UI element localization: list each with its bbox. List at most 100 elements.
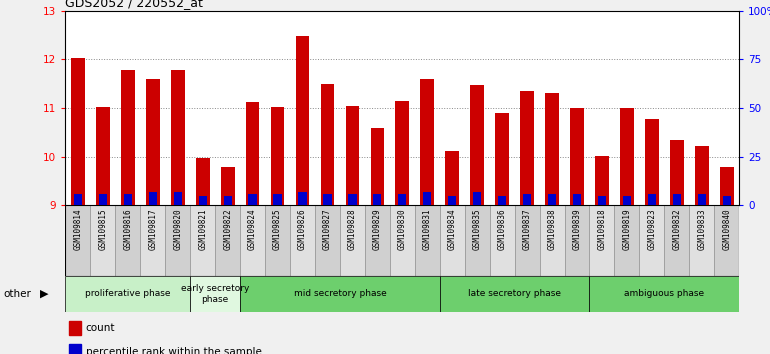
Bar: [271, 107, 284, 205]
Bar: [290, 205, 315, 276]
Bar: [190, 205, 215, 276]
Text: GSM109829: GSM109829: [373, 209, 382, 251]
Bar: [149, 192, 157, 205]
Bar: [370, 128, 384, 205]
Text: GSM109828: GSM109828: [348, 209, 357, 251]
Text: GSM109825: GSM109825: [273, 209, 282, 251]
Bar: [221, 167, 235, 205]
Text: other: other: [4, 289, 32, 299]
Text: GSM109827: GSM109827: [323, 209, 332, 251]
Text: GSM109834: GSM109834: [447, 209, 457, 251]
Bar: [90, 205, 116, 276]
Bar: [573, 194, 581, 205]
Bar: [689, 205, 715, 276]
Bar: [296, 36, 310, 205]
Text: GSM109833: GSM109833: [698, 209, 706, 251]
Text: count: count: [85, 323, 116, 333]
Bar: [440, 205, 465, 276]
Bar: [246, 102, 259, 205]
Text: GSM109816: GSM109816: [123, 209, 132, 251]
Bar: [639, 205, 665, 276]
Bar: [190, 276, 240, 312]
Bar: [473, 192, 481, 205]
Bar: [199, 196, 207, 205]
Text: GSM109814: GSM109814: [73, 209, 82, 251]
Text: GSM109840: GSM109840: [722, 209, 732, 251]
Bar: [249, 194, 256, 205]
Bar: [71, 58, 85, 205]
Bar: [614, 205, 639, 276]
Bar: [514, 205, 540, 276]
Bar: [116, 205, 140, 276]
Text: GSM109837: GSM109837: [523, 209, 531, 251]
Text: GSM109823: GSM109823: [648, 209, 656, 251]
Bar: [348, 194, 357, 205]
Bar: [420, 79, 434, 205]
Bar: [673, 194, 681, 205]
Bar: [196, 158, 209, 205]
Bar: [523, 194, 531, 205]
Bar: [166, 205, 190, 276]
Bar: [140, 205, 166, 276]
Bar: [240, 276, 440, 312]
Bar: [645, 119, 658, 205]
Bar: [121, 70, 135, 205]
Text: GSM109838: GSM109838: [547, 209, 557, 251]
Text: GSM109820: GSM109820: [173, 209, 182, 251]
Bar: [521, 91, 534, 205]
Bar: [65, 276, 190, 312]
Bar: [365, 205, 390, 276]
Text: proliferative phase: proliferative phase: [85, 289, 171, 298]
Bar: [396, 101, 409, 205]
Bar: [623, 196, 631, 205]
Bar: [315, 205, 340, 276]
Bar: [620, 108, 634, 205]
Text: GSM109826: GSM109826: [298, 209, 307, 251]
Text: GSM109821: GSM109821: [198, 209, 207, 251]
Text: GSM109819: GSM109819: [622, 209, 631, 251]
Bar: [720, 167, 734, 205]
Bar: [340, 205, 365, 276]
Bar: [495, 113, 509, 205]
Bar: [715, 205, 739, 276]
Bar: [240, 205, 265, 276]
Text: GSM109830: GSM109830: [398, 209, 407, 251]
Bar: [398, 194, 407, 205]
Bar: [598, 196, 606, 205]
Bar: [96, 108, 110, 205]
Bar: [722, 196, 731, 205]
Text: GSM109822: GSM109822: [223, 209, 232, 251]
Bar: [665, 205, 689, 276]
Bar: [323, 194, 332, 205]
Bar: [215, 205, 240, 276]
Bar: [590, 276, 739, 312]
Bar: [146, 79, 159, 205]
Bar: [570, 108, 584, 205]
Bar: [265, 205, 290, 276]
Text: GSM109815: GSM109815: [99, 209, 107, 251]
Bar: [440, 276, 590, 312]
Text: GSM109832: GSM109832: [672, 209, 681, 251]
Bar: [465, 205, 490, 276]
Text: GSM109835: GSM109835: [473, 209, 482, 251]
Bar: [470, 85, 484, 205]
Text: GSM109831: GSM109831: [423, 209, 432, 251]
Text: GSM109824: GSM109824: [248, 209, 257, 251]
Bar: [590, 205, 614, 276]
Bar: [648, 194, 656, 205]
Bar: [445, 151, 459, 205]
Bar: [74, 194, 82, 205]
Text: late secretory phase: late secretory phase: [468, 289, 561, 298]
Bar: [595, 156, 609, 205]
Bar: [390, 205, 415, 276]
Text: GSM109817: GSM109817: [149, 209, 157, 251]
Bar: [223, 196, 232, 205]
Bar: [698, 194, 706, 205]
Bar: [65, 205, 90, 276]
Bar: [173, 192, 182, 205]
Text: ambiguous phase: ambiguous phase: [624, 289, 705, 298]
Text: percentile rank within the sample: percentile rank within the sample: [85, 347, 262, 354]
Bar: [373, 194, 381, 205]
Bar: [99, 194, 107, 205]
Bar: [564, 205, 590, 276]
